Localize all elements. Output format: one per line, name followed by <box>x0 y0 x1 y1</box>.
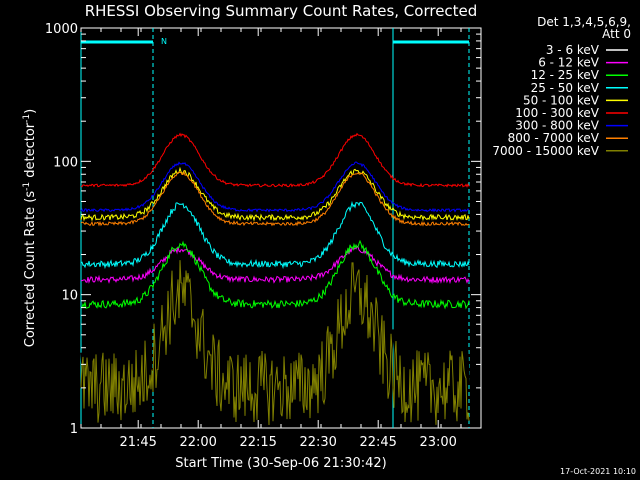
night-flag-label: N <box>161 37 167 46</box>
chart-title: RHESSI Observing Summary Count Rates, Co… <box>85 2 478 20</box>
x-tick-label: 22:15 <box>239 435 276 450</box>
series-line-2 <box>80 239 470 310</box>
series-line-7 <box>80 170 470 227</box>
y-axis-label: Corrected Count Rate (s-1 detector-1) <box>22 109 38 347</box>
legend-label: 6 - 12 keV <box>538 56 600 70</box>
legend-label: 3 - 6 keV <box>546 43 600 57</box>
y-axis-label-sup1: -1 <box>22 182 32 191</box>
x-tick-label: 22:00 <box>179 435 216 450</box>
series-line-6 <box>80 161 470 213</box>
series-line-8 <box>80 260 470 426</box>
legend-header-line2: Att 0 <box>602 27 631 41</box>
x-tick-label: 22:30 <box>299 435 336 450</box>
series-line-0 <box>80 250 470 383</box>
series-line-5 <box>80 132 470 188</box>
series-line-4 <box>80 166 470 222</box>
legend-label: 50 - 100 keV <box>523 93 600 107</box>
y-tick-label: 10 <box>61 289 78 304</box>
y-tick-label: 1 <box>70 422 78 437</box>
y-axis-label-sup2: -1 <box>22 114 32 123</box>
x-axis-ticks: 21:45 22:00 22:15 22:30 22:45 23:00 <box>80 28 482 450</box>
y-axis-label-mid: detector <box>23 122 38 182</box>
x-tick-label: 21:45 <box>119 435 156 450</box>
y-axis-label-end: ) <box>23 109 38 114</box>
legend-label: 25 - 50 keV <box>531 81 600 95</box>
series-line-1 <box>80 245 470 285</box>
x-tick-label: 23:00 <box>419 435 456 450</box>
y-tick-label: 100 <box>53 155 78 170</box>
legend-label: 7000 - 15000 keV <box>492 144 599 158</box>
legend-label: 300 - 800 keV <box>515 119 599 133</box>
legend-label: 12 - 25 keV <box>531 68 600 82</box>
x-axis-label: Start Time (30-Sep-06 21:30:42) <box>175 456 386 471</box>
x-tick-label: 22:45 <box>359 435 396 450</box>
footer-date: 17-Oct-2021 10:10 <box>560 467 636 476</box>
y-tick-label: 1000 <box>45 22 78 37</box>
legend-header-line1: Det 1,3,4,5,6,9, <box>537 15 631 29</box>
series-lines <box>80 132 470 426</box>
y-axis-label-main: Corrected Count Rate (s <box>23 191 38 348</box>
y-axis-ticks: 1 10 100 1000 <box>45 22 481 437</box>
legend-label: 100 - 300 keV <box>515 106 599 120</box>
legend-label: 800 - 7000 keV <box>508 131 600 145</box>
series-line-3 <box>80 200 470 270</box>
